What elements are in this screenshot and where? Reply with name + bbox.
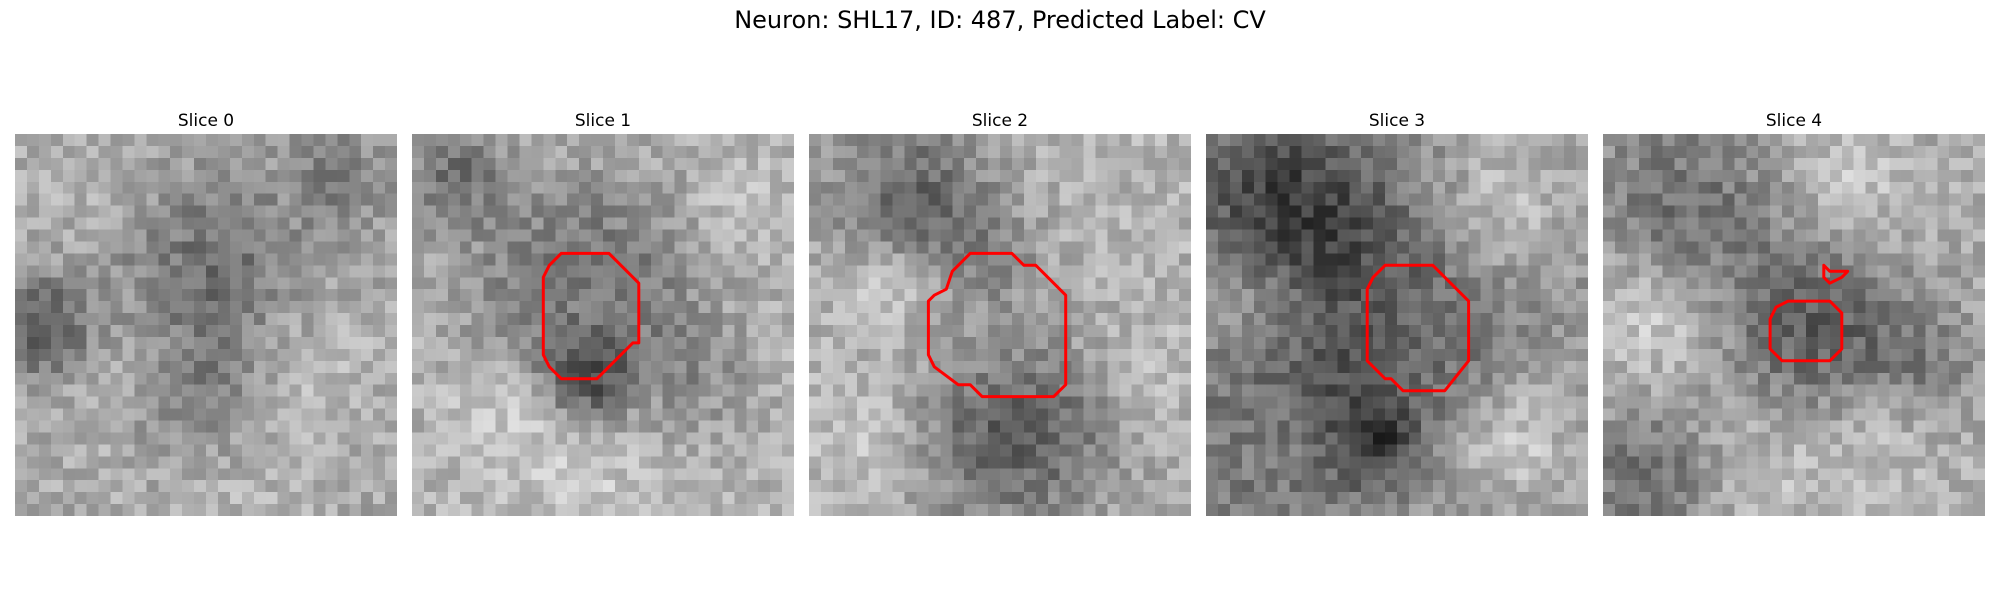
slice-image-0 bbox=[15, 134, 397, 516]
slice-panel-3: Slice 3 bbox=[1206, 110, 1588, 516]
contour-slice-1-0 bbox=[541, 251, 641, 381]
slice-panel-4: Slice 4 bbox=[1603, 110, 1985, 516]
slice-title-1: Slice 1 bbox=[574, 111, 632, 131]
slice-image-2 bbox=[809, 134, 1191, 516]
slice-panel-1: Slice 1 bbox=[412, 110, 794, 516]
contour-slice-4-1 bbox=[1768, 299, 1844, 363]
slice-image-3 bbox=[1206, 134, 1588, 516]
contour-slice-2-0 bbox=[926, 251, 1068, 399]
slice-title-3: Slice 3 bbox=[1368, 111, 1426, 131]
slice-panel-0: Slice 0 bbox=[15, 110, 397, 516]
slice-title-0: Slice 0 bbox=[177, 111, 235, 131]
slice-title-4: Slice 4 bbox=[1765, 111, 1823, 131]
slice-image-1 bbox=[412, 134, 794, 516]
slice-image-4 bbox=[1603, 134, 1985, 516]
contour-slice-3-0 bbox=[1365, 263, 1471, 393]
slice-title-2: Slice 2 bbox=[971, 111, 1029, 131]
contour-slice-4-0 bbox=[1822, 263, 1850, 285]
slice-panel-2: Slice 2 bbox=[809, 110, 1191, 516]
figure-title: Neuron: SHL17, ID: 487, Predicted Label:… bbox=[734, 6, 1266, 34]
